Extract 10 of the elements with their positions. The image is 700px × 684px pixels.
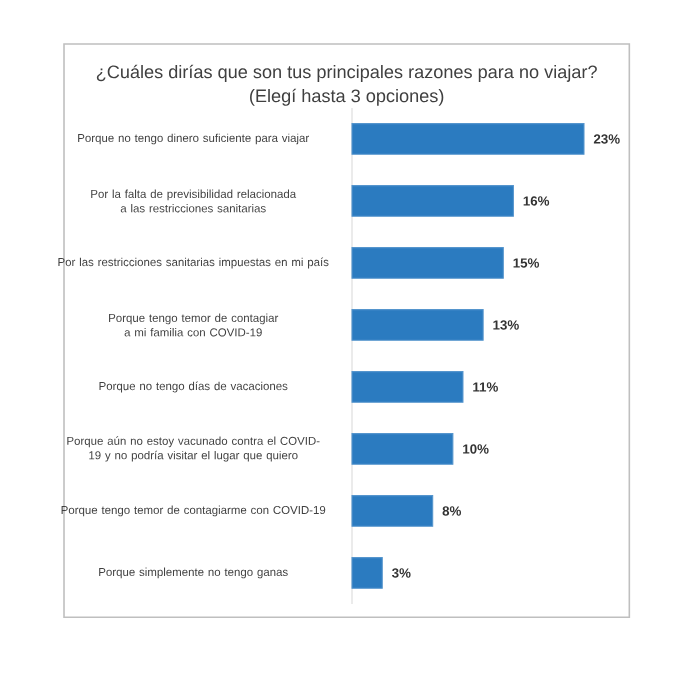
bar xyxy=(351,123,585,155)
bar xyxy=(351,371,464,403)
bar xyxy=(351,247,504,279)
bar xyxy=(351,557,383,589)
chart-title: ¿Cuáles dirías que son tus principales razones para no viajar? xyxy=(96,64,597,82)
bar xyxy=(351,309,484,341)
bar xyxy=(351,433,454,465)
bar xyxy=(351,185,514,217)
chart-subtitle: (Elegí hasta 3 opciones) xyxy=(250,88,444,106)
bar xyxy=(351,495,434,527)
